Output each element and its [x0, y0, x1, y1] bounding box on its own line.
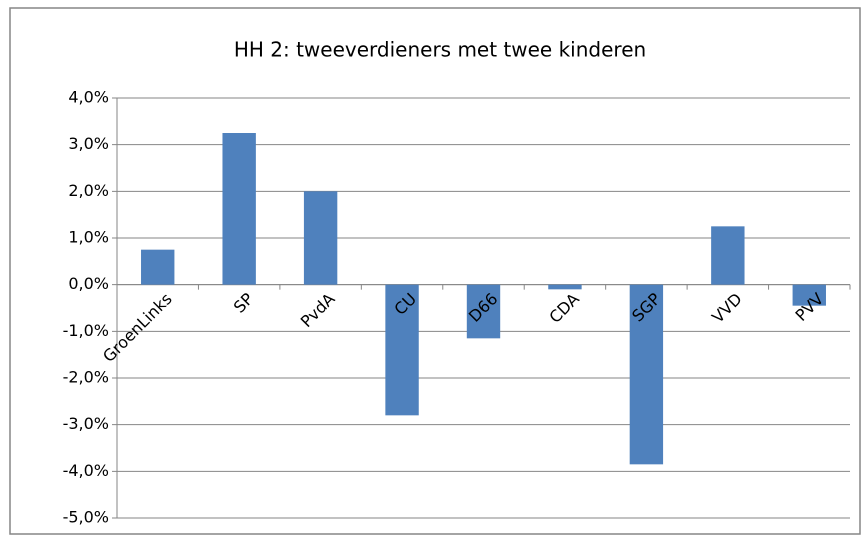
bar: [303, 191, 338, 285]
bar: [792, 284, 826, 306]
y-tick-label: -3,0%: [63, 414, 109, 433]
y-tick-label: 2,0%: [68, 181, 109, 200]
bar: [629, 284, 664, 465]
y-tick-label: -2,0%: [63, 368, 109, 387]
bar: [222, 133, 256, 285]
y-tick-label: 4,0%: [68, 88, 109, 107]
bar: [548, 284, 582, 290]
y-tick-label: -5,0%: [63, 508, 109, 527]
bar: [141, 249, 175, 285]
y-tick-label: -1,0%: [63, 321, 109, 340]
bar: [711, 226, 745, 285]
y-tick-label: -4,0%: [63, 461, 109, 480]
y-tick-label: 0,0%: [68, 274, 109, 293]
chart-title: HH 2: tweeverdieners met twee kinderen: [234, 38, 646, 62]
y-tick-label: 1,0%: [68, 228, 109, 247]
bar: [385, 284, 419, 416]
bar: [466, 284, 501, 339]
y-tick-label: 3,0%: [68, 134, 109, 153]
